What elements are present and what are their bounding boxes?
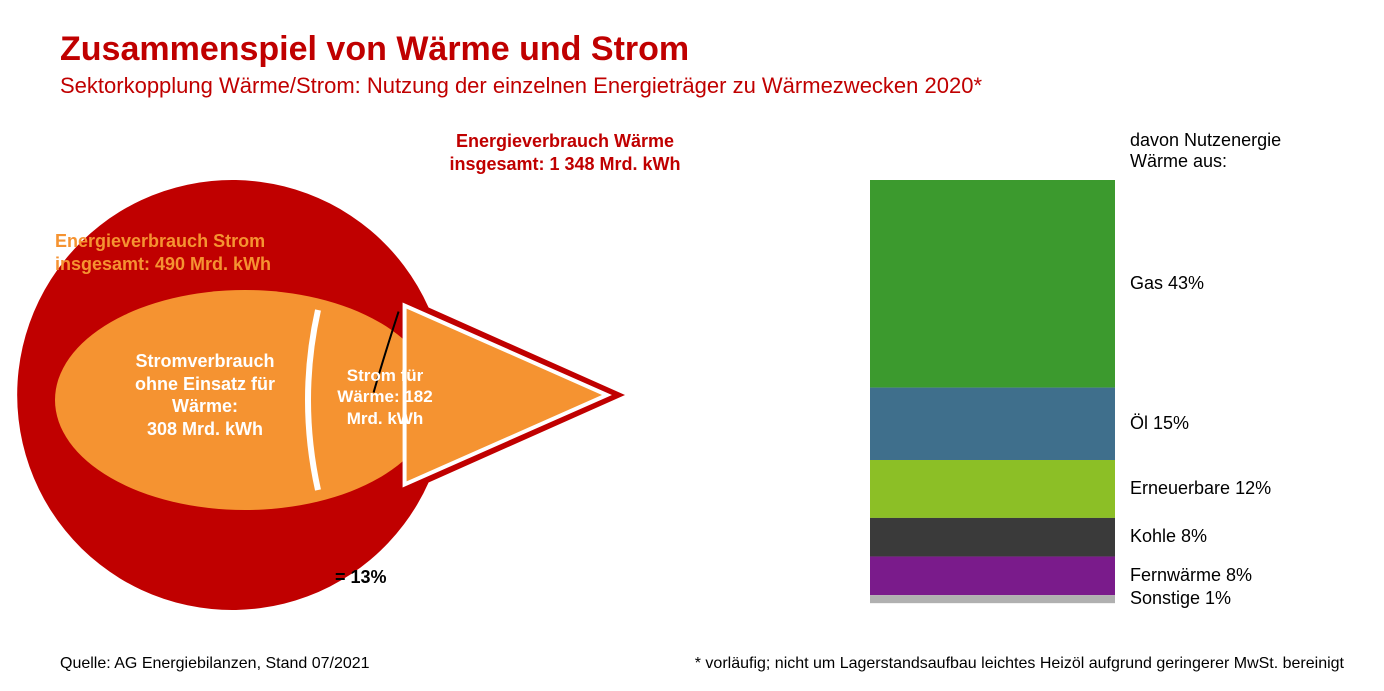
source-footnote: Quelle: AG Energiebilanzen, Stand 07/202… — [60, 655, 370, 673]
bar-label: Kohle 8% — [1130, 526, 1207, 547]
strom-ohne-waerme-label: Stromverbrauchohne Einsatz fürWärme:308 … — [110, 350, 300, 440]
strom-fuer-waerme-label: Strom fürWärme: 182Mrd. kWh — [320, 365, 450, 429]
bar-label: Öl 15% — [1130, 413, 1189, 434]
strom-total-label: Energieverbrauch Strominsgesamt: 490 Mrd… — [55, 230, 271, 275]
waerme-nicht-strom-label: davonNutzenergie Wärmenicht aus Strom:1 … — [470, 225, 730, 320]
disclaimer-footnote: * vorläufig; nicht um Lagerstandsaufbau … — [695, 655, 1344, 673]
bar-label: Gas 43% — [1130, 273, 1204, 294]
waerme-total-label: Energieverbrauch Wärmeinsgesamt: 1 348 M… — [405, 130, 725, 175]
bar-label: Erneuerbare 12% — [1130, 478, 1271, 499]
bar-label: Fernwärme 8% — [1130, 565, 1252, 586]
bars-title: davon NutzenergieWärme aus: — [1130, 130, 1360, 172]
bar-label: Sonstige 1% — [1130, 588, 1231, 609]
chart-canvas: Energieverbrauch Strominsgesamt: 490 Mrd… — [0, 0, 1384, 691]
strom-anteil-pct-label: = 13% — [335, 567, 387, 588]
